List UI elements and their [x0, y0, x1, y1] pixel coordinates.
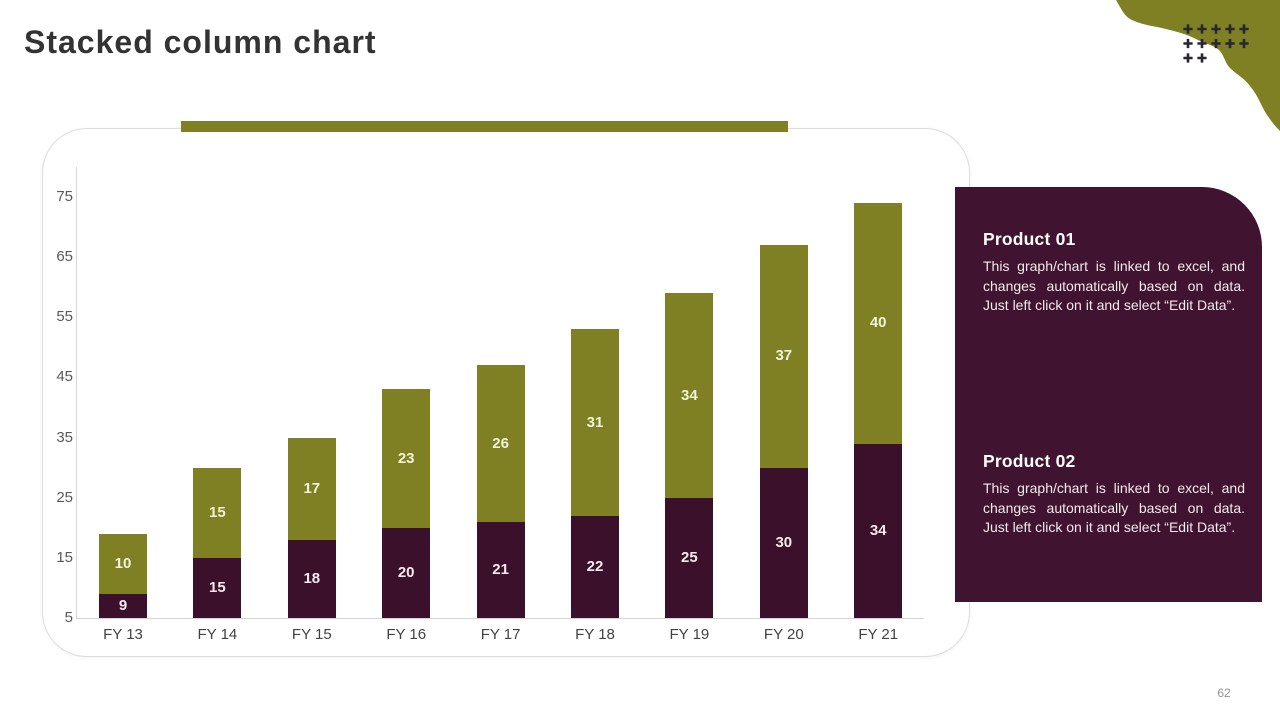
y-axis-line — [76, 167, 77, 619]
product-02-description: This graph/chart is linked to excel, and… — [983, 480, 1245, 535]
plus-icon — [1183, 24, 1193, 34]
x-category-label: FY 17 — [480, 626, 521, 643]
chart-card: 5 15 25 35 45 55 65 75 9 10 FY 13 15 15 FY 14 18 17 FY 1… — [42, 128, 970, 657]
x-category-label: FY 20 — [763, 626, 804, 643]
bar-value-label: 34 — [869, 521, 887, 539]
bar-value-label: 17 — [303, 479, 321, 497]
bar-segment-top — [476, 365, 525, 522]
bar-segment-top — [382, 389, 431, 528]
blob-shape — [1116, 0, 1280, 131]
plus-icon — [1225, 24, 1235, 34]
bar-value-label: 31 — [586, 413, 604, 431]
x-category-label: FY 16 — [386, 626, 427, 643]
bar-segment-top — [665, 293, 714, 498]
info-panel: Product 01 This graph/chart is linked to… — [955, 187, 1262, 602]
y-tick-label: 15 — [56, 548, 73, 566]
product-02-heading: Product 02 — [983, 451, 1076, 471]
bar-segment-top — [571, 329, 619, 516]
bar-value-label: 10 — [114, 554, 132, 572]
stacked-column-chart: 5 15 25 35 45 55 65 75 9 10 FY 13 15 15 FY 14 18 17 FY 1… — [43, 129, 969, 656]
bar-value-label: 20 — [397, 563, 415, 581]
bar-value-label: 25 — [681, 548, 698, 566]
plus-icon — [1183, 53, 1193, 63]
y-tick-label: 45 — [56, 368, 73, 386]
bar-segment-bottom — [854, 443, 903, 618]
product-01-heading: Product 01 — [983, 229, 1076, 249]
product-02-section: Product 02 This graph/chart is linked to… — [983, 451, 1247, 538]
corner-blob-decoration — [1116, 0, 1280, 131]
y-tick-label: 5 — [64, 609, 73, 626]
y-tick-label: 55 — [56, 308, 73, 326]
bar-segment-bottom — [476, 521, 525, 618]
bar-segment-bottom — [665, 497, 714, 618]
bar-segment-top — [854, 203, 903, 444]
bar-value-label: 21 — [492, 560, 509, 578]
bar-value-label: 15 — [209, 503, 226, 521]
plus-icon — [1183, 38, 1193, 49]
plus-icon — [1239, 38, 1249, 49]
bar-value-label: 26 — [492, 434, 509, 452]
bar-value-label: 18 — [303, 569, 321, 587]
bar-segment-bottom — [99, 593, 147, 618]
x-category-label: FY 18 — [575, 626, 615, 643]
plus-icon — [1211, 38, 1221, 49]
x-category-label: FY 14 — [197, 626, 238, 643]
x-axis-line — [76, 618, 924, 619]
bar-value-label: 15 — [209, 578, 226, 596]
plus-icon — [1239, 24, 1249, 34]
bar-segment-bottom — [382, 527, 431, 618]
bar-value-label: 22 — [586, 557, 604, 575]
x-category-label: FY 15 — [291, 626, 332, 643]
bar-value-label: 37 — [775, 347, 793, 365]
slide-title: Stacked column chart — [24, 24, 377, 60]
plus-icon — [1211, 24, 1221, 34]
y-tick-label: 75 — [56, 188, 73, 206]
bar-segment-bottom — [193, 557, 242, 618]
bar-segment-top — [759, 245, 808, 468]
product-01-section: Product 01 This graph/chart is linked to… — [983, 229, 1247, 316]
y-tick-label: 65 — [56, 248, 73, 266]
bar-segment-bottom — [287, 539, 336, 618]
page-number: 62 — [1217, 686, 1231, 700]
x-category-label: FY 13 — [103, 626, 143, 643]
bar-segment-top — [287, 437, 336, 540]
y-tick-label: 35 — [56, 428, 73, 446]
plus-icon — [1197, 24, 1207, 34]
bar-value-label: 30 — [775, 533, 793, 551]
plus-pattern-icon — [1183, 24, 1249, 63]
product-01-description: This graph/chart is linked to excel, and… — [983, 258, 1245, 313]
plus-icon — [1197, 38, 1207, 49]
bar-value-label: 23 — [397, 449, 415, 467]
x-category-label: FY 21 — [858, 626, 899, 643]
bar-segment-top — [99, 533, 147, 594]
x-category-label: FY 19 — [669, 626, 710, 643]
bar-value-label: 9 — [118, 596, 128, 614]
title-accent-bar — [181, 121, 788, 132]
bar-value-label: 34 — [681, 386, 698, 404]
bar-segment-top — [193, 467, 242, 558]
y-tick-label: 25 — [56, 488, 73, 506]
plus-icon — [1225, 38, 1235, 49]
plus-icon — [1197, 53, 1207, 63]
bar-segment-bottom — [571, 515, 619, 618]
bar-segment-bottom — [759, 467, 808, 618]
bar-value-label: 40 — [869, 314, 887, 332]
